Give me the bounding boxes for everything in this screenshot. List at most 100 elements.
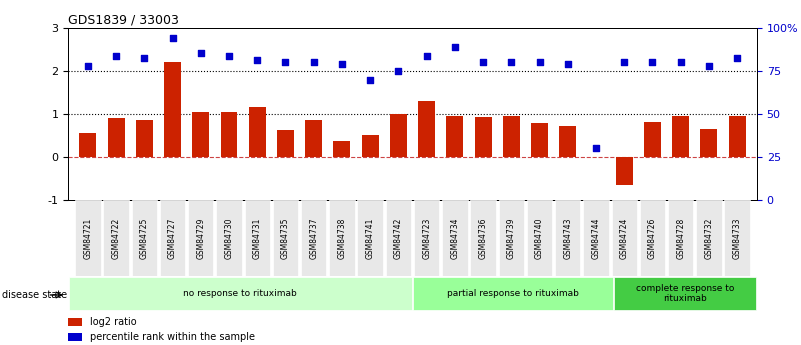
FancyBboxPatch shape xyxy=(75,200,101,276)
Text: GSM84735: GSM84735 xyxy=(281,217,290,259)
Point xyxy=(364,77,376,83)
FancyBboxPatch shape xyxy=(614,277,756,310)
FancyBboxPatch shape xyxy=(329,200,355,276)
Text: GSM84739: GSM84739 xyxy=(507,217,516,259)
Text: GSM84723: GSM84723 xyxy=(422,217,431,259)
Point xyxy=(279,59,292,65)
FancyBboxPatch shape xyxy=(301,200,327,276)
Text: disease state: disease state xyxy=(2,290,67,300)
Point xyxy=(251,57,264,63)
Point xyxy=(336,61,348,67)
Point xyxy=(195,51,207,56)
Text: GSM84744: GSM84744 xyxy=(591,217,601,259)
Bar xyxy=(446,116,463,157)
Bar xyxy=(672,116,689,157)
FancyBboxPatch shape xyxy=(103,200,129,276)
Text: GSM84734: GSM84734 xyxy=(450,217,459,259)
Text: GSM84740: GSM84740 xyxy=(535,217,544,259)
FancyBboxPatch shape xyxy=(386,200,411,276)
Bar xyxy=(136,120,153,157)
Point xyxy=(138,55,151,61)
Bar xyxy=(475,117,492,157)
Text: GSM84737: GSM84737 xyxy=(309,217,318,259)
FancyBboxPatch shape xyxy=(640,200,665,276)
Text: no response to rituximab: no response to rituximab xyxy=(183,289,297,298)
Bar xyxy=(68,333,83,341)
Text: percentile rank within the sample: percentile rank within the sample xyxy=(91,332,255,342)
Bar xyxy=(418,101,435,157)
Point xyxy=(533,59,546,65)
Text: complete response to
rituximab: complete response to rituximab xyxy=(636,284,735,303)
Point xyxy=(166,36,179,41)
FancyBboxPatch shape xyxy=(160,200,185,276)
FancyBboxPatch shape xyxy=(273,200,298,276)
Point xyxy=(421,53,433,58)
Point xyxy=(702,63,715,69)
Text: GSM84721: GSM84721 xyxy=(83,217,92,259)
Bar xyxy=(503,116,520,157)
Bar xyxy=(390,114,407,157)
Text: GSM84722: GSM84722 xyxy=(111,217,121,259)
FancyBboxPatch shape xyxy=(357,200,383,276)
Bar xyxy=(644,122,661,157)
Text: GSM84730: GSM84730 xyxy=(224,217,234,259)
Bar xyxy=(164,62,181,157)
Bar xyxy=(559,126,576,157)
Text: GSM84726: GSM84726 xyxy=(648,217,657,259)
Point xyxy=(392,68,405,73)
Text: GSM84741: GSM84741 xyxy=(366,217,375,259)
Bar xyxy=(107,118,124,157)
FancyBboxPatch shape xyxy=(413,277,613,310)
FancyBboxPatch shape xyxy=(555,200,581,276)
Text: GSM84728: GSM84728 xyxy=(676,217,685,259)
FancyBboxPatch shape xyxy=(583,200,609,276)
Text: GSM84732: GSM84732 xyxy=(704,217,714,259)
Text: GSM84725: GSM84725 xyxy=(140,217,149,259)
FancyBboxPatch shape xyxy=(611,200,637,276)
Point xyxy=(562,61,574,67)
Bar xyxy=(277,130,294,157)
Point xyxy=(449,44,461,50)
FancyBboxPatch shape xyxy=(724,200,750,276)
FancyBboxPatch shape xyxy=(188,200,214,276)
Point xyxy=(223,53,235,58)
Bar xyxy=(531,124,548,157)
Bar xyxy=(616,157,633,185)
Bar xyxy=(192,112,209,157)
Text: GSM84727: GSM84727 xyxy=(168,217,177,259)
Bar xyxy=(305,120,322,157)
Text: partial response to rituximab: partial response to rituximab xyxy=(447,289,579,298)
Text: GSM84736: GSM84736 xyxy=(478,217,488,259)
FancyBboxPatch shape xyxy=(442,200,468,276)
Text: GSM84742: GSM84742 xyxy=(394,217,403,259)
Point xyxy=(590,146,602,151)
Text: GDS1839 / 33003: GDS1839 / 33003 xyxy=(68,13,179,27)
Bar xyxy=(249,107,266,157)
Text: GSM84743: GSM84743 xyxy=(563,217,572,259)
FancyBboxPatch shape xyxy=(216,200,242,276)
Text: log2 ratio: log2 ratio xyxy=(91,317,137,327)
Bar xyxy=(362,135,379,157)
Bar xyxy=(79,133,96,157)
Point xyxy=(82,63,95,69)
FancyBboxPatch shape xyxy=(414,200,439,276)
FancyBboxPatch shape xyxy=(69,277,412,310)
Point xyxy=(674,59,687,65)
Bar xyxy=(701,129,718,157)
FancyBboxPatch shape xyxy=(131,200,157,276)
Bar xyxy=(333,141,350,157)
Bar xyxy=(68,318,83,326)
Text: GSM84729: GSM84729 xyxy=(196,217,205,259)
Point xyxy=(308,59,320,65)
FancyBboxPatch shape xyxy=(498,200,524,276)
Text: GSM84724: GSM84724 xyxy=(620,217,629,259)
FancyBboxPatch shape xyxy=(527,200,552,276)
Point xyxy=(646,59,659,65)
Point xyxy=(505,59,517,65)
Point xyxy=(618,59,630,65)
Bar xyxy=(220,112,237,157)
Bar xyxy=(729,116,746,157)
Point xyxy=(477,59,489,65)
FancyBboxPatch shape xyxy=(470,200,496,276)
Text: GSM84738: GSM84738 xyxy=(337,217,347,259)
